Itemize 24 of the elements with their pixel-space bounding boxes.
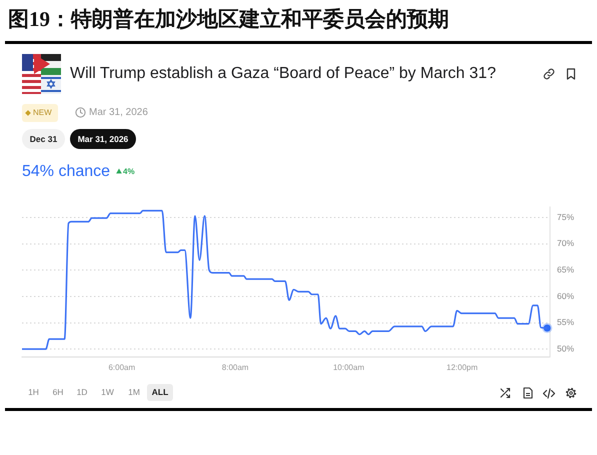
text: 4% (123, 167, 135, 177)
chart-subtitle: Will Trump establish a Gaza “Board of Peace” by March 31? (70, 64, 496, 84)
text: Mar 31, 2026 (89, 107, 148, 119)
x-tick-label: 8:00am (222, 363, 249, 372)
y-tick-label: 60% (557, 290, 574, 301)
y-tick-label: 75% (557, 212, 574, 222)
text: Mar 31, 2026 (78, 134, 128, 144)
text: 1M (128, 387, 140, 398)
x-tick-label: 10:00am (333, 363, 365, 372)
text: ALL (152, 387, 168, 398)
text: 1W (101, 387, 114, 398)
y-tick-label: 65% (557, 264, 574, 274)
text: NEW (33, 108, 52, 118)
chart-title: 图19：特朗普在加沙地区建立和平委员会的预期 (8, 6, 449, 32)
y-tick-label: 70% (557, 238, 574, 248)
text: 54% chance (22, 162, 110, 182)
x-tick-label: 6:00am (108, 363, 136, 372)
text: 1H (28, 387, 39, 398)
text: Dec 31 (30, 134, 58, 144)
y-tick-label: 55% (557, 317, 574, 328)
x-tick-label: 12:00pm (446, 363, 478, 372)
text: 6H (52, 387, 64, 398)
text: 1D (76, 387, 88, 398)
y-tick-label: 50% (557, 343, 574, 354)
